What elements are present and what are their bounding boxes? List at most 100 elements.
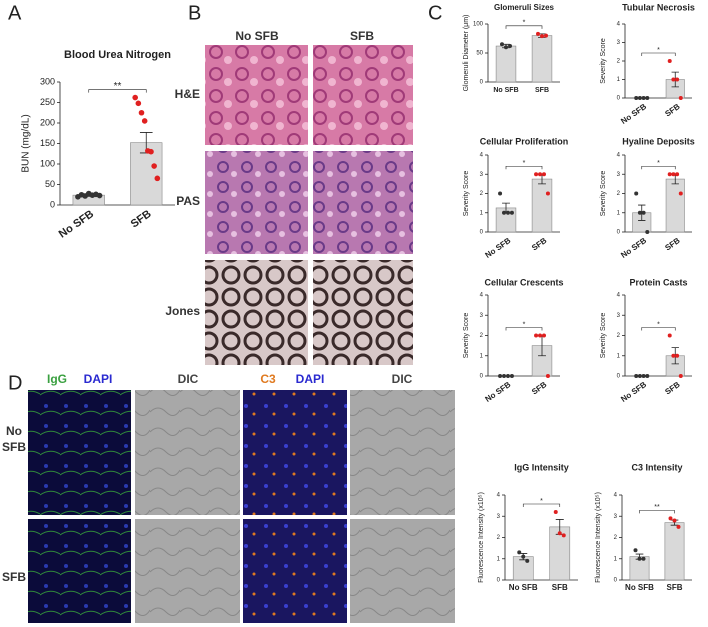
data-point	[645, 96, 650, 100]
panel-letter: A	[8, 2, 22, 24]
row-label: PAS	[176, 194, 200, 208]
data-point	[672, 518, 677, 523]
x-tick-label: SFB	[530, 236, 548, 253]
y-tick-label: 1	[614, 556, 618, 562]
micrograph	[135, 390, 240, 515]
micrograph	[205, 45, 308, 145]
data-point	[502, 210, 507, 215]
data-point	[553, 510, 558, 514]
y-tick-label: 1	[480, 353, 484, 359]
data-point	[517, 550, 522, 555]
data-point	[534, 333, 539, 338]
y-tick-label: 0	[480, 80, 484, 86]
panel-d-images	[28, 390, 455, 623]
y-tick-label: 1	[617, 210, 621, 216]
y-tick-label: 2	[617, 333, 621, 339]
x-tick-label: No SFB	[619, 236, 648, 260]
y-tick-label: 0	[480, 374, 484, 380]
panel-letter: B	[188, 2, 201, 24]
data-point	[641, 374, 646, 378]
y-tick-label: 0	[614, 578, 618, 584]
y-tick-label: 2	[617, 191, 621, 197]
x-tick-label: No SFB	[625, 583, 654, 592]
row-label: Jones	[165, 304, 200, 318]
chart-title: Protein Casts	[629, 277, 687, 287]
data-point	[671, 77, 676, 82]
y-tick-label: 4	[480, 293, 484, 299]
bar	[495, 45, 517, 83]
micrograph	[205, 151, 308, 254]
x-tick-label: No SFB	[619, 102, 648, 126]
data-point	[536, 31, 540, 36]
data-point	[521, 554, 526, 559]
micrograph	[243, 390, 347, 515]
data-point	[509, 210, 514, 215]
data-point	[675, 77, 680, 82]
data-point	[667, 172, 672, 177]
y-tick-label: 50	[45, 179, 55, 189]
data-point	[141, 118, 148, 124]
y-axis-label: Severity Score	[600, 38, 607, 84]
y-tick-label: 1	[480, 210, 484, 216]
micrograph	[205, 260, 308, 365]
significance-bracket	[639, 510, 675, 514]
micrograph	[243, 519, 347, 623]
y-axis-label: Severity Score	[600, 313, 607, 359]
micrograph	[313, 151, 413, 254]
micrograph	[313, 45, 413, 145]
x-tick-label: SFB	[663, 102, 681, 119]
x-tick-label: No SFB	[619, 380, 648, 404]
x-tick-label: SFB	[663, 380, 681, 397]
data-point	[637, 556, 642, 561]
y-tick-label: 1	[497, 556, 501, 562]
data-point	[676, 524, 681, 529]
y-tick-label: 300	[40, 76, 55, 86]
y-tick-label: 4	[617, 22, 621, 28]
data-point	[637, 374, 642, 378]
y-tick-label: 250	[40, 97, 55, 107]
data-point	[545, 191, 550, 196]
x-tick-label: SFB	[129, 208, 154, 230]
chart-title: Blood Urea Nitrogen	[64, 49, 171, 61]
y-tick-label: 2	[614, 535, 618, 541]
x-tick-label: No SFB	[493, 87, 518, 94]
data-point	[634, 96, 639, 100]
column-label: DAPI	[84, 372, 113, 386]
data-point	[138, 109, 145, 116]
data-point	[675, 172, 680, 177]
data-point	[154, 175, 161, 182]
data-point	[544, 33, 548, 38]
x-tick-label: SFB	[535, 87, 549, 94]
panel-letter: C	[428, 2, 442, 24]
x-tick-label: No SFB	[484, 380, 513, 404]
row-label: H&E	[175, 87, 200, 101]
micrograph	[28, 390, 131, 515]
chart-title: Cellular Crescents	[484, 277, 563, 287]
data-point	[508, 44, 512, 49]
micrograph	[350, 390, 455, 515]
x-tick-label: SFB	[530, 380, 548, 397]
y-tick-label: 100	[473, 22, 484, 28]
y-tick-label: 3	[480, 313, 484, 319]
x-tick-label: SFB	[667, 583, 683, 592]
micrograph	[135, 519, 240, 623]
column-label: DAPI	[296, 372, 325, 386]
data-point	[534, 172, 539, 177]
data-point	[633, 548, 638, 553]
data-point	[645, 230, 650, 234]
significance-bracket	[641, 52, 676, 56]
significance-bracket	[522, 503, 561, 507]
y-tick-label: 2	[480, 191, 484, 197]
y-tick-label: 4	[614, 493, 618, 499]
column-label: SFB	[350, 29, 374, 43]
y-tick-label: 50	[476, 51, 483, 57]
y-tick-label: 100	[40, 158, 55, 168]
data-point	[498, 374, 503, 378]
row-label: No	[6, 424, 22, 438]
data-point	[645, 374, 650, 378]
y-tick-label: 3	[480, 172, 484, 178]
y-tick-label: 4	[497, 493, 501, 499]
significance-label: **	[654, 504, 660, 511]
significance-bracket	[641, 165, 676, 170]
significance-label: *	[523, 321, 526, 328]
